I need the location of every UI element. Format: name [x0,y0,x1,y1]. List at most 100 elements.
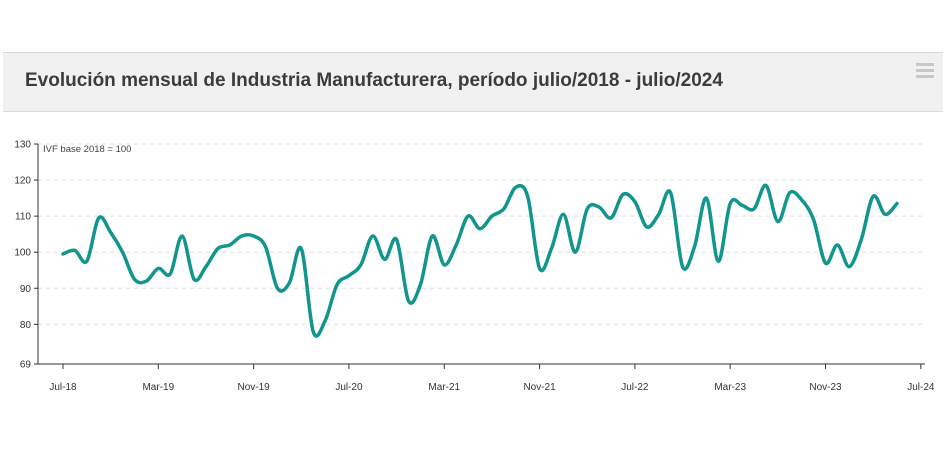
data-point[interactable] [668,190,674,196]
data-point[interactable] [799,197,805,203]
data-point[interactable] [286,280,292,286]
data-point[interactable] [274,285,280,291]
x-tick-label: Jul-24 [907,382,935,393]
data-point[interactable] [703,195,709,201]
data-point[interactable] [787,190,793,196]
data-point[interactable] [572,249,578,255]
x-tick-label: Nov-21 [523,382,556,393]
data-point[interactable] [370,233,376,239]
data-point[interactable] [239,233,245,239]
data-point[interactable] [846,264,852,270]
data-point[interactable] [811,217,817,223]
data-point[interactable] [763,182,769,188]
chart-title: Evolución mensual de Industria Manufactu… [25,70,723,91]
data-point[interactable] [727,201,733,207]
y-axis-unit-label: IVF base 2018 = 100 [43,144,131,155]
data-point[interactable] [60,251,66,257]
x-tick-label: Mar-19 [142,382,174,393]
data-point[interactable] [882,211,888,217]
series-layer [60,182,900,338]
axis-layer: 69 80 90 100 110 120 130 Jul-18 Mar-19 Nov-19 Jul-… [14,140,935,394]
menu-bar-top [916,63,934,66]
data-point[interactable] [715,258,721,264]
data-point[interactable] [680,264,686,270]
data-point[interactable] [739,202,745,208]
data-point[interactable] [263,244,269,250]
data-point[interactable] [406,298,412,304]
x-tick-label: Nov-19 [238,382,271,393]
data-point[interactable] [322,318,328,324]
data-point[interactable] [167,271,173,277]
data-point[interactable] [96,215,102,221]
x-tick-label: Jul-20 [335,382,363,393]
data-point[interactable] [858,237,864,243]
y-tick-label: 69 [20,360,32,371]
data-point[interactable] [334,282,340,288]
data-point[interactable] [620,191,626,197]
data-point[interactable] [108,229,114,235]
data-point[interactable] [560,211,566,217]
y-tick-label: 100 [14,248,31,259]
data-point[interactable] [608,215,614,221]
data-point[interactable] [537,265,543,271]
y-tick-label: 80 [20,320,32,331]
data-point[interactable] [120,249,126,255]
menu-bar-middle [916,69,934,72]
data-point[interactable] [72,247,78,253]
y-tick-label: 120 [14,176,31,187]
data-point[interactable] [143,278,149,284]
menu-bar-bottom [916,75,934,78]
grid-layer [38,143,925,325]
y-tick-label: 130 [14,140,31,151]
chart-header-panel: Evolución mensual de Industria Manufactu… [3,52,943,112]
data-point[interactable] [394,237,400,243]
data-point[interactable] [382,256,388,262]
data-point[interactable] [870,193,876,199]
data-point[interactable] [417,282,423,288]
data-point[interactable] [215,246,221,252]
data-point[interactable] [489,213,495,219]
y-tick-label: 110 [15,212,31,223]
data-point[interactable] [453,242,459,248]
x-tick-label: Jul-18 [49,382,77,393]
series-line[interactable] [61,183,899,338]
data-point[interactable] [358,262,364,268]
data-point[interactable] [632,199,638,205]
data-point[interactable] [644,224,650,230]
data-point[interactable] [346,273,352,279]
data-point[interactable] [227,242,233,248]
data-point[interactable] [894,201,900,207]
data-point[interactable] [596,204,602,210]
data-point[interactable] [131,276,137,282]
data-point[interactable] [429,233,435,239]
data-point[interactable] [310,329,316,335]
data-point[interactable] [775,219,781,225]
data-point[interactable] [477,226,483,232]
data-point[interactable] [584,206,590,212]
data-point[interactable] [84,258,90,264]
x-tick-label: Mar-21 [428,382,460,393]
data-point[interactable] [525,193,531,199]
data-point[interactable] [823,260,829,266]
data-point[interactable] [191,276,197,282]
data-point[interactable] [691,244,697,250]
y-tick-label: 90 [20,284,32,295]
line-chart: 69 80 90 100 110 120 130 Jul-18 Mar-19 Nov-19 Jul-… [14,140,935,394]
x-tick-label: Mar-23 [714,382,746,393]
data-point[interactable] [441,262,447,268]
data-point[interactable] [834,242,840,248]
hamburger-menu-icon[interactable] [915,61,935,81]
x-tick-label: Nov-23 [809,382,842,393]
data-point[interactable] [298,246,304,252]
data-point[interactable] [656,211,662,217]
data-point[interactable] [548,246,554,252]
data-point[interactable] [203,264,209,270]
data-point[interactable] [751,206,757,212]
data-point[interactable] [179,233,185,239]
data-point[interactable] [513,184,519,190]
data-point[interactable] [155,265,161,271]
data-point[interactable] [501,206,507,212]
data-point[interactable] [251,233,257,239]
data-point[interactable] [465,213,471,219]
x-tick-label: Jul-22 [621,382,649,393]
